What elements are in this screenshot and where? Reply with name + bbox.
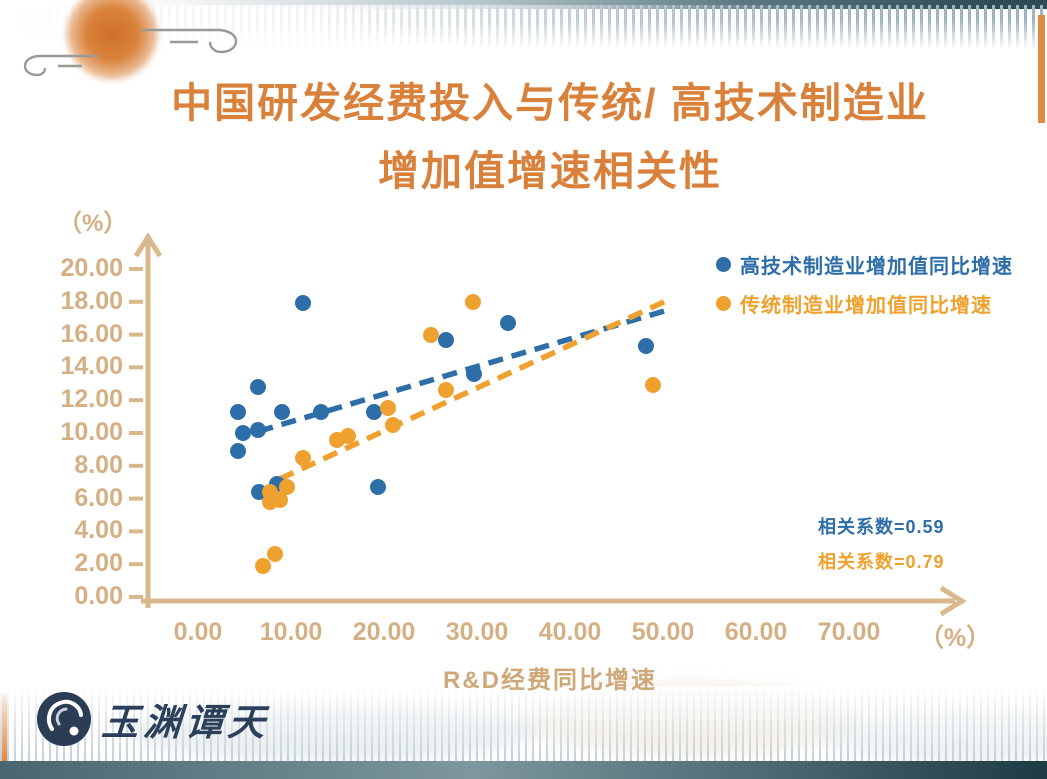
x-tick-label: 0.00 [173, 618, 223, 646]
legend-item-high-tech: 高技术制造业增加值同比增速 [716, 250, 1013, 279]
x-tick-label: 10.00 [259, 618, 323, 646]
y-tick-label: 10.00 [60, 418, 123, 446]
correlation-annotation-traditional: 相关系数=0.79 [818, 552, 945, 572]
right-orange-stripe [1038, 15, 1045, 123]
data-point-traditional [279, 479, 296, 496]
data-point-traditional [295, 449, 312, 466]
y-tick-label: 18.00 [60, 286, 123, 315]
y-tick-label: 8.00 [74, 450, 123, 479]
cloud-icon [23, 54, 98, 77]
chart-title-line1: 中国研发经费投入与传统/ 高技术制造业 [171, 80, 929, 126]
data-point-traditional [385, 416, 402, 433]
x-tick-label: 60.00 [724, 618, 788, 646]
legend-dot-icon [716, 257, 731, 272]
x-tick-label: 30.00 [445, 618, 509, 646]
data-point-high-tech [438, 331, 455, 348]
data-point-traditional [339, 428, 356, 445]
y-tick-label: 6.00 [74, 483, 123, 512]
data-point-high-tech [295, 295, 312, 312]
legend-item-traditional: 传统制造业增加值同比增速 [716, 289, 1013, 318]
chart-title: 中国研发经费投入与传统/ 高技术制造业 增加值增速相关性 [55, 70, 1045, 205]
bottom-waveform-pattern [0, 686, 1047, 762]
data-point-traditional [255, 557, 272, 574]
legend-label: 传统制造业增加值同比增速 [740, 295, 992, 317]
data-point-high-tech [249, 421, 266, 438]
data-point-traditional [438, 382, 455, 399]
correlation-annotation-high-tech: 相关系数=0.59 [818, 517, 945, 537]
data-point-traditional [422, 326, 439, 343]
data-point-high-tech [312, 403, 329, 420]
data-point-high-tech [229, 403, 246, 420]
data-point-traditional [465, 293, 482, 310]
top-gradient-bar [0, 0, 1047, 9]
logo-circle-icon [37, 692, 91, 746]
data-point-high-tech [466, 365, 483, 382]
data-point-high-tech [365, 403, 382, 420]
bottom-gradient-bar [0, 761, 1047, 779]
data-point-high-tech [250, 379, 267, 396]
legend-label: 高技术制造业增加值同比增速 [740, 256, 1013, 278]
y-tick-label: 12.00 [60, 385, 123, 414]
data-point-traditional [644, 377, 661, 394]
x-axis-unit-label: （%） [918, 624, 992, 652]
data-point-high-tech [370, 479, 387, 496]
brand-logo: 玉渊谭天 [36, 688, 272, 750]
chart-title-line2: 增加值增速相关性 [378, 147, 722, 194]
data-point-high-tech [273, 403, 290, 420]
y-tick-label: 4.00 [74, 516, 123, 545]
cloud-icon [142, 28, 238, 54]
x-axis-title: R&D经费同比增速 [443, 667, 657, 694]
data-point-high-tech [499, 315, 516, 332]
x-tick-label: 50.00 [631, 618, 695, 646]
data-point-traditional [267, 546, 284, 563]
y-tick-label: 20.00 [60, 254, 123, 282]
y-tick-label: 0.00 [74, 582, 123, 610]
legend-dot-icon [716, 296, 731, 311]
y-tick-label: 14.00 [60, 352, 123, 381]
data-point-traditional [379, 400, 396, 417]
x-tick-label: 40.00 [538, 618, 602, 646]
y-tick-label: 16.00 [60, 319, 123, 348]
brand-name: 玉渊谭天 [100, 700, 272, 744]
y-tick-label: 2.00 [74, 549, 123, 578]
x-tick-label: 20.00 [352, 618, 416, 646]
x-tick-label: 70.00 [817, 618, 881, 646]
data-point-high-tech [229, 443, 246, 460]
data-point-traditional [271, 492, 288, 509]
y-axis-unit-label: （%） [58, 210, 128, 237]
data-point-high-tech [638, 338, 655, 355]
data-point-high-tech [234, 425, 251, 441]
legend: 高技术制造业增加值同比增速 传统制造业增加值同比增速 [716, 250, 1013, 328]
